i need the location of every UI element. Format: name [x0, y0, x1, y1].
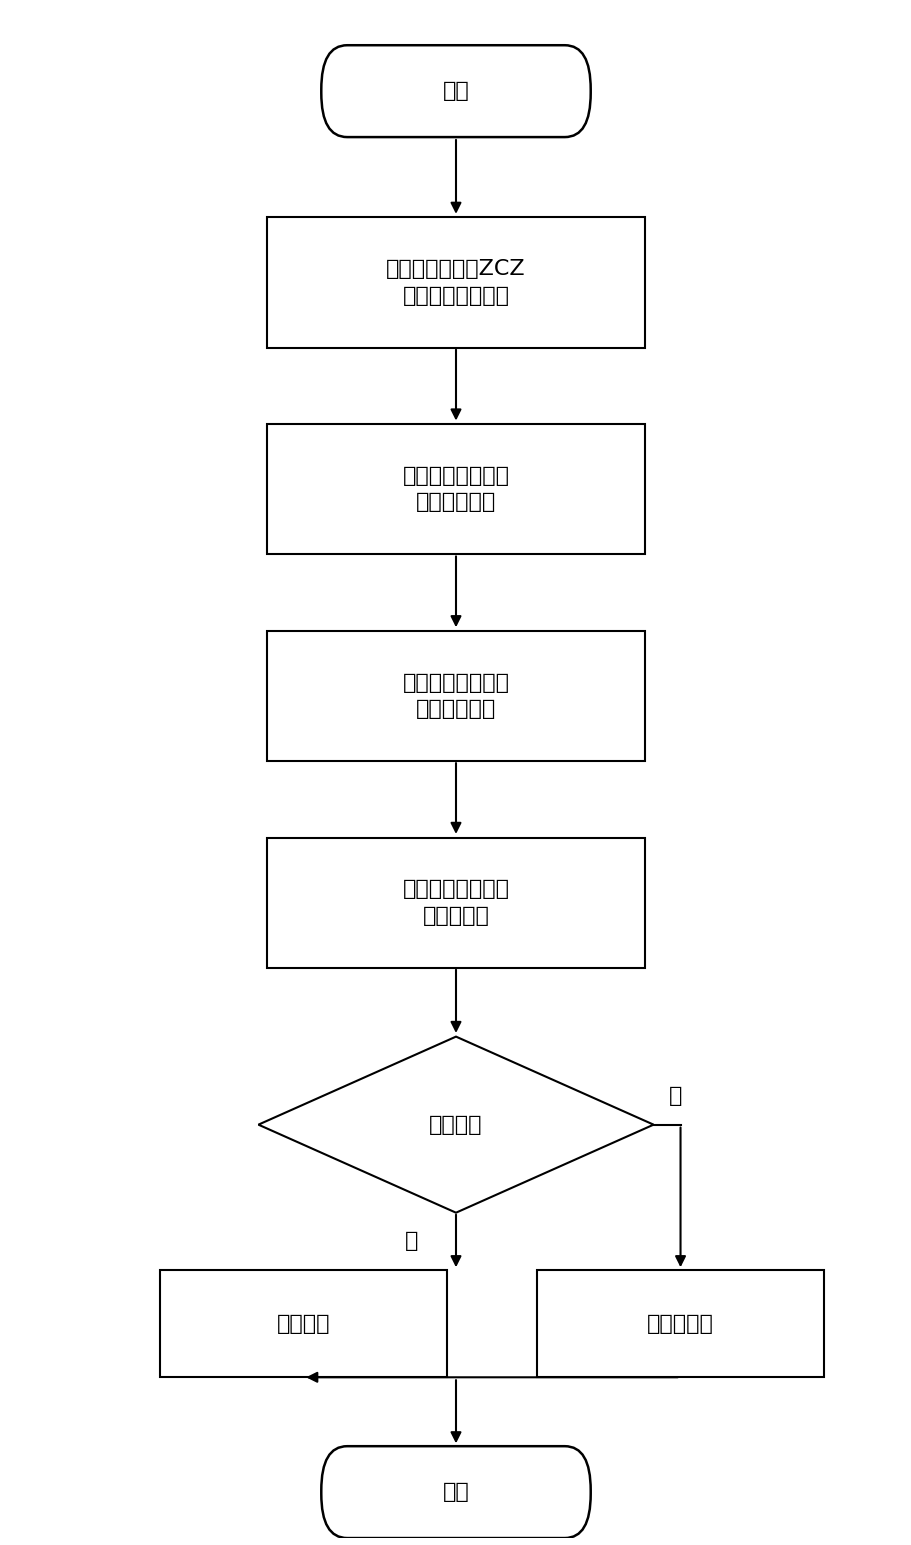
Bar	[267, 218, 644, 348]
Text: 否: 否	[404, 1231, 417, 1251]
Text: 开始: 开始	[442, 82, 469, 100]
Text: 是: 是	[669, 1086, 682, 1106]
Text: 没有帧到来: 没有帧到来	[647, 1313, 713, 1333]
FancyBboxPatch shape	[321, 1446, 590, 1539]
Text: 有帧到来: 有帧到来	[276, 1313, 330, 1333]
Bar	[267, 425, 644, 555]
Text: 前后符号块之间的
共轭点乘运算: 前后符号块之间的 共轭点乘运算	[402, 467, 509, 513]
Text: 取出每个符号块的
实部最大値: 取出每个符号块的 实部最大値	[402, 879, 509, 925]
Text: 结束: 结束	[442, 1482, 469, 1502]
Polygon shape	[258, 1037, 653, 1213]
Text: 接受序列与本地ZCZ
序列作互相关运算: 接受序列与本地ZCZ 序列作互相关运算	[385, 260, 526, 306]
Bar	[537, 1270, 824, 1377]
Bar	[267, 630, 644, 762]
Text: 前后符号块之间的
共轭点乘运算: 前后符号块之间的 共轭点乘运算	[402, 672, 509, 718]
FancyBboxPatch shape	[321, 45, 590, 138]
Bar	[267, 837, 644, 967]
Bar	[159, 1270, 446, 1377]
Text: 小于阈値: 小于阈値	[429, 1114, 482, 1134]
